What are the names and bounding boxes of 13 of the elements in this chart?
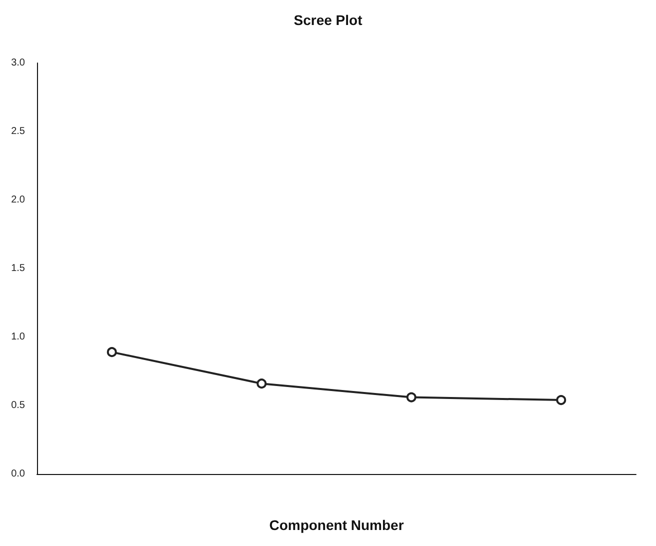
x-axis-title: Component Number	[269, 517, 404, 533]
point	[406, 392, 416, 402]
y-tick-label: 2.5	[11, 126, 26, 137]
y-tick-label: 1.0	[11, 332, 26, 342]
chart-title: Scree Plot	[294, 12, 363, 28]
y-tick-label: 1.5	[11, 263, 26, 274]
point	[256, 378, 267, 389]
y-tick-label: 2.0	[11, 194, 26, 206]
y-tick-label: 0.0	[11, 468, 26, 480]
point	[556, 395, 566, 406]
y-tick-label: 0.5	[11, 400, 26, 411]
y-tick-label: 3.0	[11, 58, 26, 68]
point	[106, 347, 117, 358]
